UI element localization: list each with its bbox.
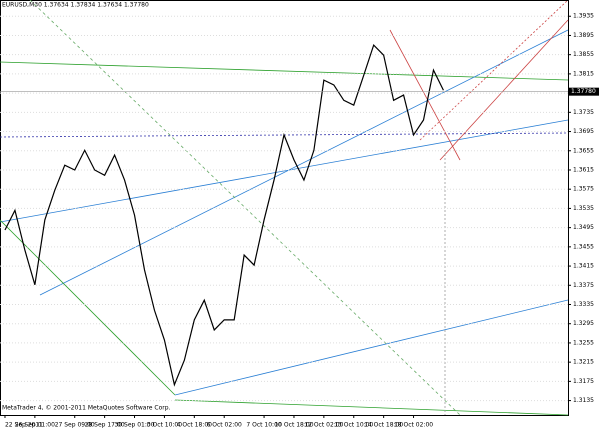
trend-line [174, 399, 569, 416]
trend-line [0, 119, 569, 223]
fork-line [419, 0, 569, 141]
x-tick-label: 14 Oct 18:00 [364, 422, 403, 429]
y-tick-label: 1.3615 [573, 166, 594, 173]
fork-line [389, 29, 461, 161]
y-tick-label: 1.3735 [573, 109, 594, 116]
chart-title: EURUSD,M30 1.37634 1.37834 1.37634 1.377… [2, 2, 149, 9]
y-tick-label: 1.3255 [573, 339, 594, 346]
y-tick-label: 1.3135 [573, 397, 594, 404]
x-tick-label: 18 Oct 02:00 [394, 422, 433, 429]
x-tick-label: 6 Oct 02:00 [207, 422, 242, 429]
y-tick-label: 1.3495 [573, 224, 594, 231]
trend-line [174, 299, 569, 396]
x-tick-label: 27 Sep 09:00 [55, 422, 95, 429]
y-tick-label: 1.3335 [573, 301, 594, 308]
x-tick-label: 7 Oct 10:00 [246, 422, 281, 429]
y-tick-label: 1.3935 [573, 13, 594, 20]
current-price-label: 1.37780 [571, 88, 596, 95]
current-price-box [569, 87, 599, 96]
fork-line [439, 19, 569, 161]
x-tick-label: 12 Oct 02:00 [304, 422, 343, 429]
y-tick-label: 1.3415 [573, 263, 594, 270]
x-tick-label: 30 Sep 01:00 [114, 422, 154, 429]
footer: MetaTrader 4, © 2001-2011 MetaQuotes Sof… [2, 405, 171, 412]
x-tick-label: 10 Oct 18:00 [274, 422, 313, 429]
y-tick-label: 1.3815 [573, 70, 594, 77]
x-tick-label: 13 Oct 10:00 [334, 422, 373, 429]
trend-line [0, 61, 569, 81]
y-tick-label: 1.3375 [573, 282, 594, 289]
y-tick-label: 1.3175 [573, 378, 594, 385]
y-tick-label: 1.3295 [573, 320, 594, 327]
price-line [4, 43, 444, 387]
y-tick-label: 1.3855 [573, 51, 594, 58]
y-tick-label: 1.3455 [573, 243, 594, 250]
y-tick-label: 1.3695 [573, 128, 594, 135]
y-tick-label: 1.3575 [573, 186, 594, 193]
trend-line [0, 219, 176, 396]
x-tick-label: 3 Oct 10:00 [147, 422, 182, 429]
x-tick-label: 28 Sep 17:00 [85, 422, 125, 429]
y-tick-label: 1.3215 [573, 359, 594, 366]
x-tick-label: 4 Oct 18:00 [177, 422, 212, 429]
x-tick-label: 22 Sep 2011 [5, 422, 43, 429]
y-tick-label: 1.3535 [573, 205, 594, 212]
plot-frame [0, 0, 569, 416]
x-tick-label: 26 Sep 01:00 [15, 422, 55, 429]
y-tick-label: 1.3655 [573, 147, 594, 154]
y-tick-label: 1.3895 [573, 32, 594, 39]
